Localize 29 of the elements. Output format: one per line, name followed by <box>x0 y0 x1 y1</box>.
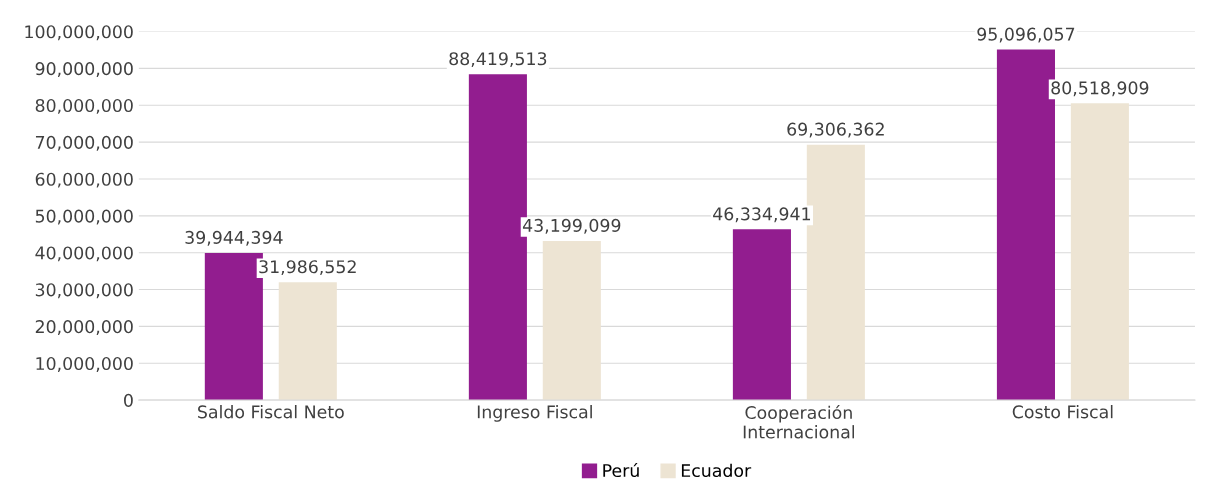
y-tick-label: 50,000,000 <box>35 209 133 225</box>
data-label: 95,096,057 <box>977 27 1075 43</box>
y-tick-label: 0 <box>124 393 133 407</box>
y-tick-label: 100,000,000 <box>25 25 133 41</box>
y-tick-label: 30,000,000 <box>35 283 133 299</box>
data-label: 39,944,394 <box>185 230 283 246</box>
y-tick-label: 80,000,000 <box>35 98 133 114</box>
data-label: 46,334,941 <box>713 207 811 223</box>
bar <box>732 229 791 401</box>
data-label: 31,986,552 <box>259 260 356 276</box>
data-label: 88,419,513 <box>449 52 547 68</box>
data-label: 80,518,909 <box>1051 81 1149 97</box>
legend-label: Ecuador <box>681 463 752 478</box>
y-tick-label: 10,000,000 <box>36 356 133 372</box>
x-tick-label: Saldo Fiscal Neto <box>198 404 344 419</box>
bar <box>1070 103 1129 401</box>
y-tick-label: 90,000,000 <box>35 62 133 77</box>
y-tick-label: 70,000,000 <box>35 135 133 151</box>
x-tick-label: Ingreso Fiscal <box>477 404 592 422</box>
data-label: 43,199,099 <box>522 218 621 234</box>
bar <box>278 282 337 401</box>
y-tick-label: 40,000,000 <box>35 246 133 262</box>
legend-label: Perú <box>603 462 639 478</box>
y-tick-label: 20,000,000 <box>35 320 133 336</box>
x-tick-label: Costo Fiscal <box>1012 404 1113 419</box>
y-tick-label: 60,000,000 <box>35 172 133 188</box>
data-label: 69,306,362 <box>787 122 884 138</box>
bar <box>542 240 601 401</box>
x-tick-label: Cooperación Internacional <box>743 404 855 439</box>
